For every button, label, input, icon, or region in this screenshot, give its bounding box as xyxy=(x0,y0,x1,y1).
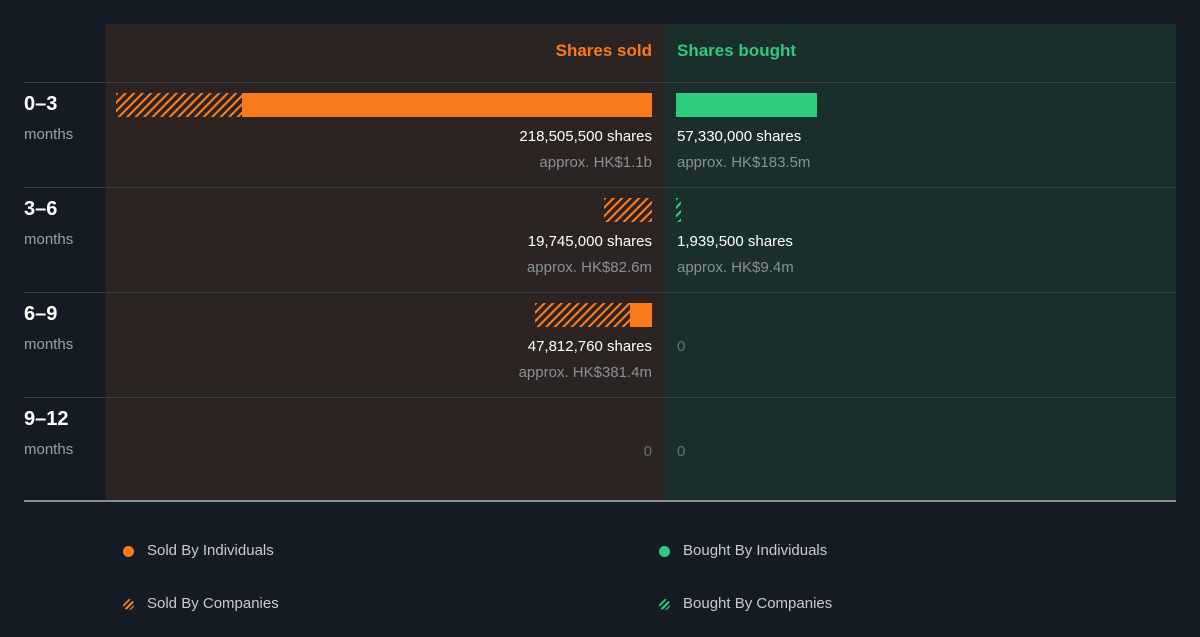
row-divider xyxy=(24,187,1176,188)
legend-label: Bought By Companies xyxy=(683,595,833,612)
row-period-unit: months xyxy=(24,336,74,353)
sold-approx-value: approx. HK$1.1b xyxy=(539,154,652,171)
bought-zero-value: 0 xyxy=(677,338,686,355)
legend-marker-icon xyxy=(123,545,134,557)
legend-item: Sold By Individuals xyxy=(123,542,274,560)
bought-shares-value: 1,939,500 shares xyxy=(677,233,793,250)
bought-companies-bar xyxy=(676,198,681,222)
sold-companies-bar xyxy=(603,198,652,222)
row-period-label: 9–12 xyxy=(24,408,69,430)
legend-label: Sold By Companies xyxy=(147,595,279,612)
sold-companies-bar xyxy=(116,93,243,117)
sold-shares-value: 218,505,500 shares xyxy=(519,128,652,145)
legend-marker-icon xyxy=(659,545,670,557)
row-period-unit: months xyxy=(24,231,74,248)
sold-shares-value: 47,812,760 shares xyxy=(527,338,652,355)
legend-label: Bought By Individuals xyxy=(683,542,828,559)
row-period-unit: months xyxy=(24,126,74,143)
bought-shares-value: 57,330,000 shares xyxy=(677,128,802,145)
row-divider xyxy=(24,292,1176,293)
bought-zero-value: 0 xyxy=(677,443,686,460)
row-period-unit: months xyxy=(24,441,74,458)
legend-marker-icon xyxy=(659,598,670,610)
bought-approx-value: approx. HK$9.4m xyxy=(677,259,794,276)
sold-shares-value: 19,745,000 shares xyxy=(527,233,652,250)
row-divider xyxy=(24,397,1176,398)
legend-item: Sold By Companies xyxy=(123,595,279,613)
row-period-label: 6–9 xyxy=(24,303,58,325)
shares-sold-header: Shares sold xyxy=(555,41,652,60)
bought-individuals-bar xyxy=(676,93,817,117)
row-divider xyxy=(24,82,1176,83)
sold-individuals-bar xyxy=(242,93,652,117)
sold-approx-value: approx. HK$82.6m xyxy=(526,259,652,276)
sold-individuals-bar xyxy=(630,303,652,327)
legend-item: Bought By Individuals xyxy=(659,542,827,560)
row-period-label: 3–6 xyxy=(24,198,58,220)
sold-zero-value: 0 xyxy=(643,443,652,460)
sold-approx-value: approx. HK$381.4m xyxy=(518,364,652,381)
bought-approx-value: approx. HK$183.5m xyxy=(677,154,811,171)
legend-label: Sold By Individuals xyxy=(147,542,274,559)
row-period-label: 0–3 xyxy=(24,93,58,115)
sold-companies-bar xyxy=(534,303,631,327)
legend-item: Bought By Companies xyxy=(659,595,832,613)
legend-marker-icon xyxy=(123,598,134,610)
shares-bought-header: Shares bought xyxy=(677,41,797,60)
chart-baseline xyxy=(24,500,1176,502)
